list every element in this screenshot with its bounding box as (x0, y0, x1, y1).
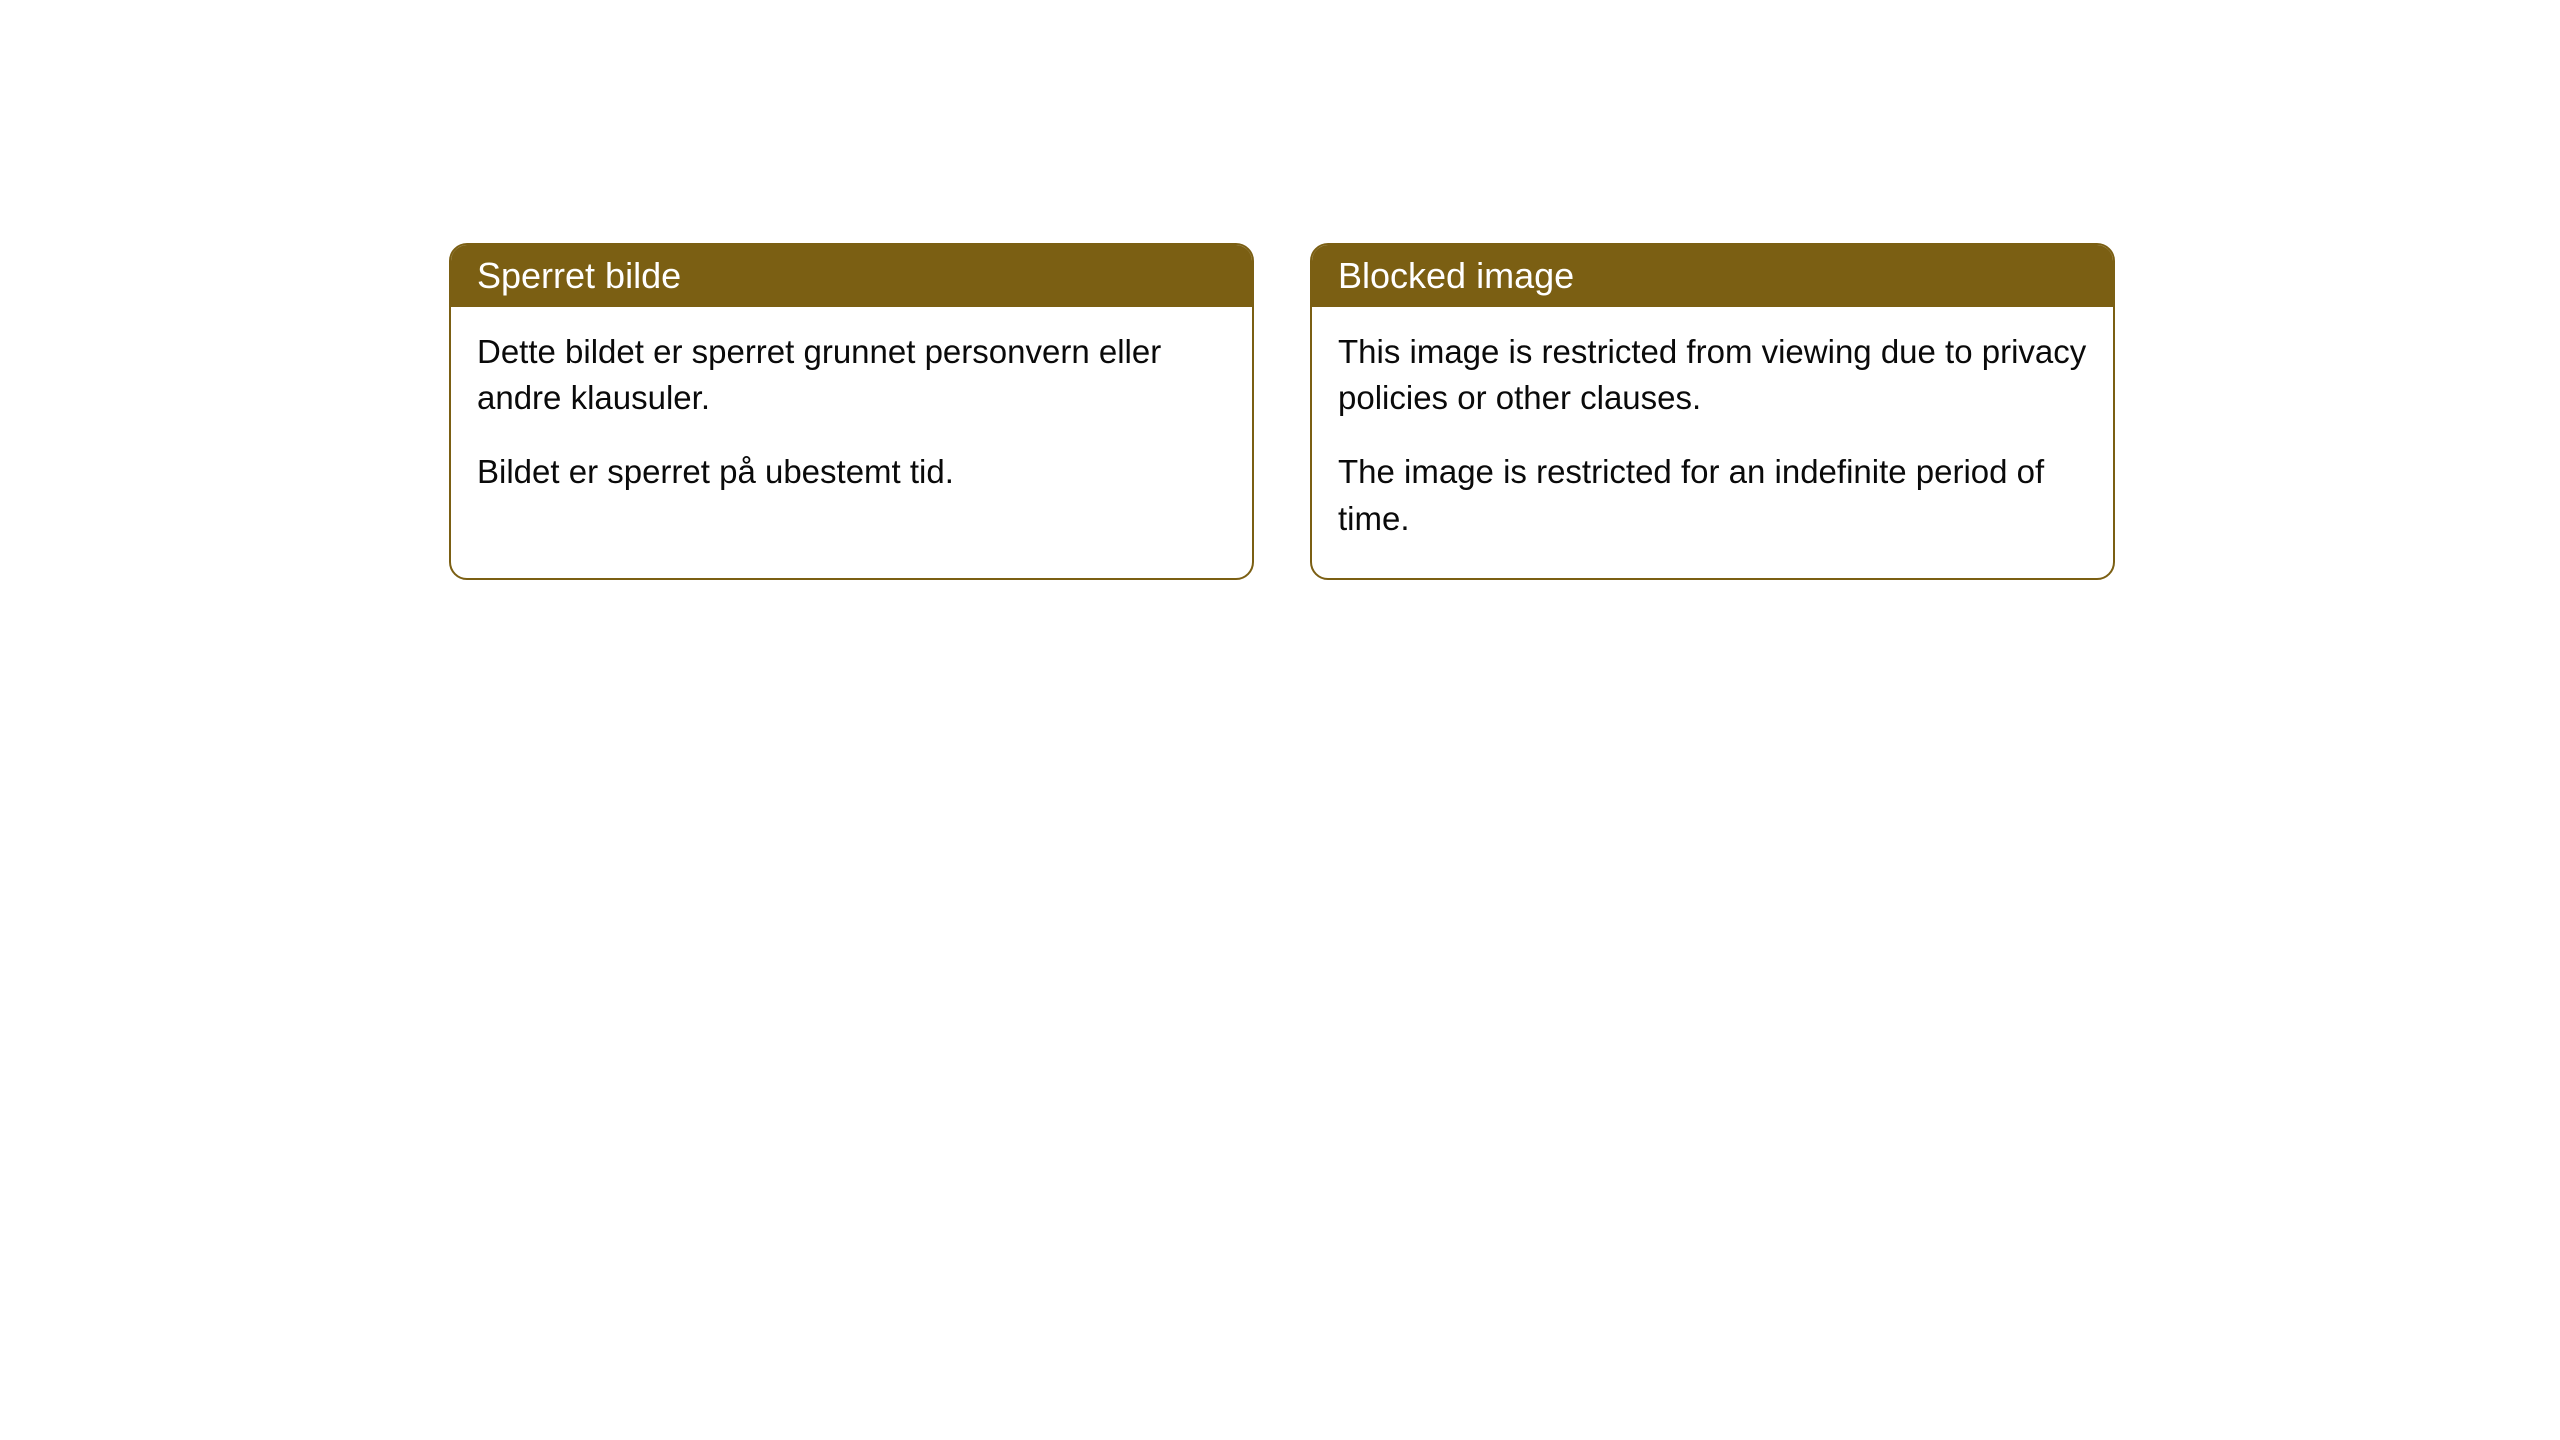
notice-header: Blocked image (1312, 245, 2113, 307)
notice-card-english: Blocked image This image is restricted f… (1310, 243, 2115, 580)
notice-card-norwegian: Sperret bilde Dette bildet er sperret gr… (449, 243, 1254, 580)
notice-container: Sperret bilde Dette bildet er sperret gr… (449, 243, 2115, 580)
notice-paragraph-1: Dette bildet er sperret grunnet personve… (477, 329, 1226, 421)
notice-paragraph-2: The image is restricted for an indefinit… (1338, 449, 2087, 541)
notice-body: This image is restricted from viewing du… (1312, 307, 2113, 578)
notice-header: Sperret bilde (451, 245, 1252, 307)
notice-paragraph-2: Bildet er sperret på ubestemt tid. (477, 449, 1226, 495)
notice-body: Dette bildet er sperret grunnet personve… (451, 307, 1252, 532)
notice-paragraph-1: This image is restricted from viewing du… (1338, 329, 2087, 421)
